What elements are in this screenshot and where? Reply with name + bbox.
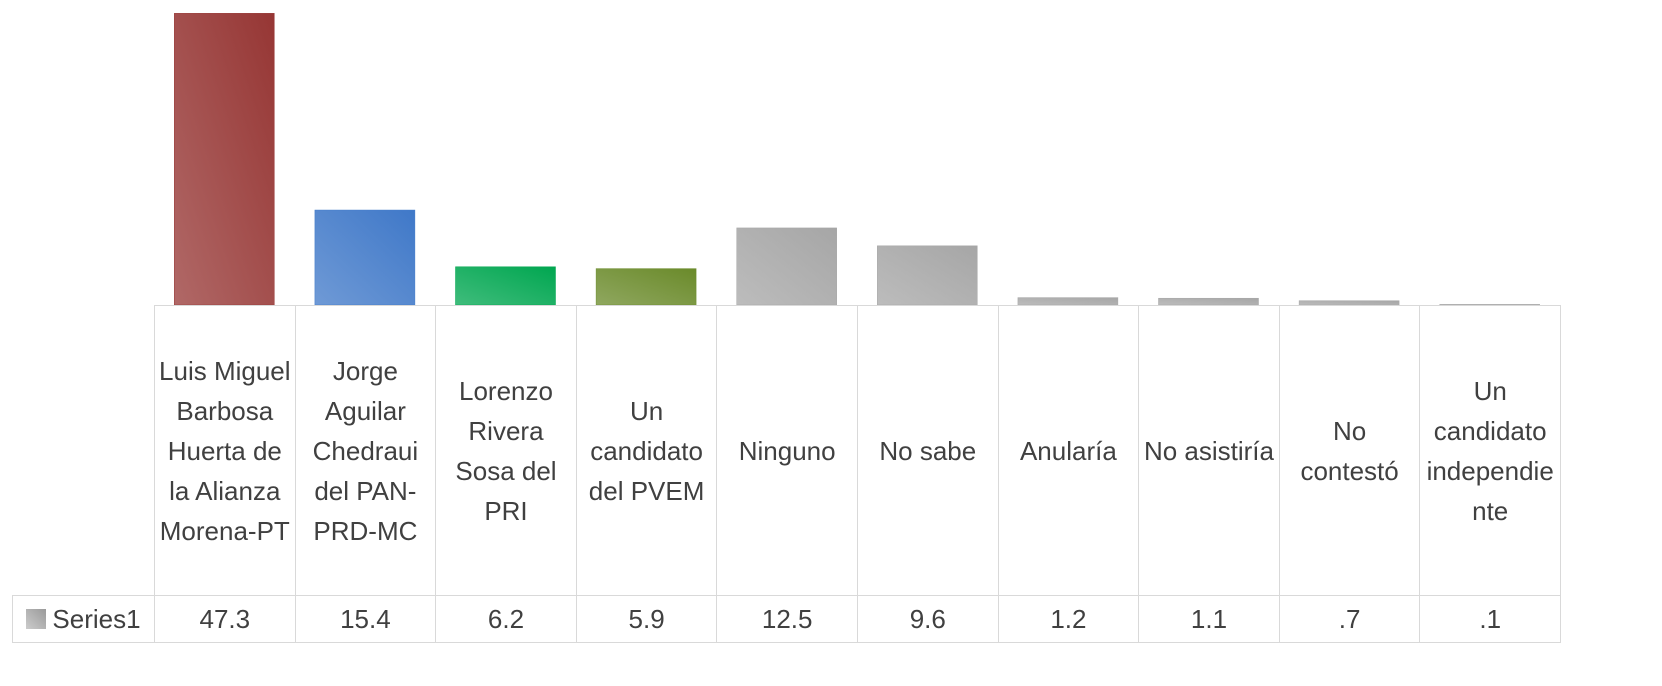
category-label: Lorenzo Rivera Sosa del PRI xyxy=(435,305,577,596)
legend-entry: Series1 xyxy=(12,595,155,643)
bar xyxy=(455,266,556,306)
category-label: Luis Miguel Barbosa Huerta de la Alianza… xyxy=(154,305,296,596)
data-table-value: .7 xyxy=(1278,595,1421,643)
data-table-value: 1.1 xyxy=(1138,595,1280,643)
legend-swatch xyxy=(26,609,47,629)
data-table-value: 5.9 xyxy=(575,595,718,643)
bar xyxy=(595,268,697,306)
bar xyxy=(1298,300,1400,306)
category-label: Jorge Aguilar Chedraui del PAN-PRD-MC xyxy=(294,305,437,596)
bar xyxy=(1158,297,1259,306)
bar xyxy=(1017,297,1119,306)
category-label: Un candidato del PVEM xyxy=(575,305,718,596)
data-table-value: 6.2 xyxy=(435,595,577,643)
data-table-value: 47.3 xyxy=(154,595,296,643)
category-label: Anularía xyxy=(997,305,1140,596)
data-table-value: 12.5 xyxy=(716,595,858,643)
category-label: No asistiría xyxy=(1138,305,1280,596)
bar xyxy=(314,209,416,306)
data-table-value: 1.2 xyxy=(997,595,1140,643)
legend-label: Series1 xyxy=(52,604,141,634)
data-table-value: .1 xyxy=(1419,595,1561,643)
bar xyxy=(174,13,275,306)
category-label: No contestó xyxy=(1278,305,1421,596)
category-label: No sabe xyxy=(857,305,999,596)
category-label: Ninguno xyxy=(716,305,858,596)
bar xyxy=(877,245,978,306)
bar xyxy=(736,227,837,306)
category-label: Un candidato independiente xyxy=(1419,305,1561,596)
data-table-value: 9.6 xyxy=(857,595,999,643)
bar xyxy=(1439,304,1540,306)
data-table-value: 15.4 xyxy=(294,595,437,643)
